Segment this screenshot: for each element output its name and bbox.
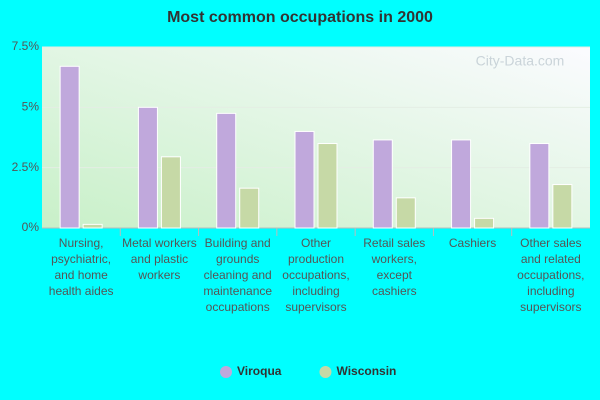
bar bbox=[239, 187, 260, 229]
bar bbox=[395, 197, 416, 229]
x-tick-label: Building and grounds cleaning and mainte… bbox=[203, 236, 273, 314]
legend-swatch bbox=[220, 366, 232, 378]
y-tick-label: 7.5% bbox=[12, 39, 40, 53]
x-tick-label: Cashiers bbox=[448, 236, 497, 250]
x-tick-label: Nursing, psychiatric, and home health ai… bbox=[48, 236, 114, 298]
legend-label: Wisconsin bbox=[336, 364, 396, 378]
bar bbox=[529, 143, 550, 229]
legend-label: Viroqua bbox=[237, 364, 282, 378]
watermark: City-Data.com bbox=[476, 53, 565, 69]
bar bbox=[82, 223, 103, 229]
bar bbox=[294, 130, 315, 229]
y-tick-label: 0% bbox=[22, 220, 40, 234]
x-tick-label: Other sales and related occupations, inc… bbox=[517, 236, 585, 314]
x-tick-label: Other production occupations, including … bbox=[282, 236, 350, 314]
bar bbox=[552, 184, 573, 229]
y-tick-label: 2.5% bbox=[12, 160, 40, 174]
y-tick-label: 5% bbox=[22, 100, 40, 114]
bar bbox=[216, 112, 237, 229]
bar bbox=[59, 65, 80, 229]
bar bbox=[372, 139, 393, 229]
legend-swatch bbox=[319, 366, 332, 378]
bar bbox=[474, 217, 495, 229]
bar bbox=[317, 143, 338, 229]
bar bbox=[451, 139, 472, 229]
bar bbox=[137, 106, 158, 229]
x-tick-label: Metal workers and plastic workers bbox=[122, 236, 197, 282]
chart-title: Most common occupations in 2000 bbox=[167, 9, 433, 26]
bar bbox=[160, 156, 181, 229]
x-tick-label: Retail sales workers, except cashiers bbox=[363, 236, 426, 298]
plot-area bbox=[42, 47, 590, 228]
